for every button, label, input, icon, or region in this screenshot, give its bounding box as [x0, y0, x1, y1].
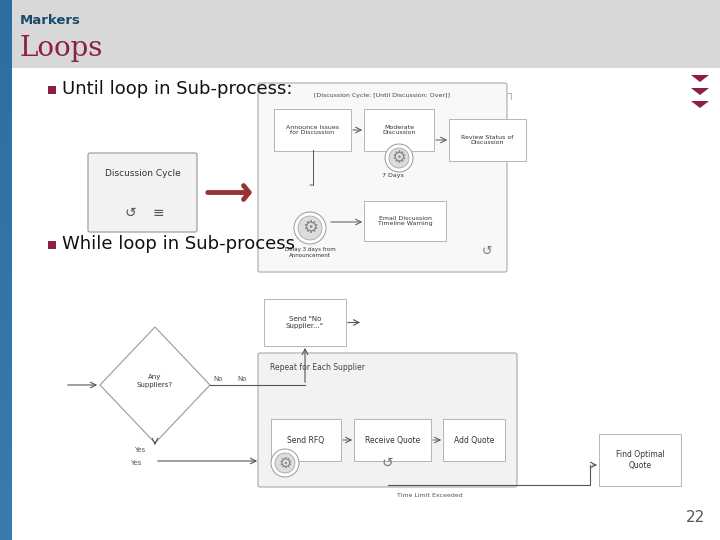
Text: 22: 22: [685, 510, 705, 525]
Text: Any
Suppliers?: Any Suppliers?: [137, 375, 173, 388]
FancyBboxPatch shape: [274, 109, 351, 151]
Bar: [0, 94, 12, 108]
Bar: [0, 148, 12, 162]
Text: Markers: Markers: [20, 14, 81, 27]
Text: Find Optimal
Quote: Find Optimal Quote: [616, 450, 665, 470]
Polygon shape: [691, 101, 709, 108]
Bar: [0, 459, 12, 472]
FancyBboxPatch shape: [88, 153, 197, 232]
Text: [Discussion Cycle: [Until Discussion: Over]]: [Discussion Cycle: [Until Discussion: Ov…: [315, 93, 451, 98]
Text: 7 Days: 7 Days: [382, 173, 404, 178]
Polygon shape: [691, 75, 709, 82]
FancyBboxPatch shape: [443, 419, 505, 461]
Bar: [0, 418, 12, 432]
Bar: [0, 500, 12, 513]
Bar: [0, 230, 12, 243]
Bar: [0, 432, 12, 445]
Text: ┐: ┐: [507, 90, 514, 100]
Text: Email Discussion
Timeline Warning: Email Discussion Timeline Warning: [378, 215, 432, 226]
Bar: [0, 472, 12, 486]
Bar: [0, 54, 12, 68]
Bar: [0, 108, 12, 122]
Bar: [0, 284, 12, 297]
FancyBboxPatch shape: [449, 119, 526, 161]
Bar: [0, 14, 12, 27]
Bar: [0, 122, 12, 135]
FancyBboxPatch shape: [364, 109, 434, 151]
Text: ↺: ↺: [482, 245, 492, 258]
Text: ≡: ≡: [153, 206, 164, 220]
Bar: [0, 40, 12, 54]
Bar: [48, 86, 56, 94]
Circle shape: [294, 212, 326, 244]
Bar: [0, 324, 12, 338]
Bar: [0, 256, 12, 270]
Text: Repeat for Each Supplier: Repeat for Each Supplier: [270, 363, 365, 372]
FancyBboxPatch shape: [258, 83, 507, 272]
Circle shape: [385, 144, 413, 172]
Bar: [0, 270, 12, 284]
Bar: [0, 526, 12, 540]
Text: ⚙: ⚙: [392, 149, 406, 167]
Bar: [0, 513, 12, 526]
Bar: [0, 202, 12, 216]
Text: Send RFQ: Send RFQ: [287, 435, 325, 444]
Bar: [0, 405, 12, 418]
Circle shape: [271, 449, 299, 477]
Bar: [0, 297, 12, 310]
Bar: [0, 27, 12, 40]
Text: While loop in Sub-process: While loop in Sub-process: [62, 235, 295, 253]
Text: Receive Quote: Receive Quote: [365, 435, 420, 444]
Bar: [0, 351, 12, 364]
Text: ⚙: ⚙: [278, 456, 292, 470]
Bar: [0, 446, 12, 459]
Bar: [0, 0, 720, 68]
FancyBboxPatch shape: [354, 419, 431, 461]
FancyBboxPatch shape: [364, 201, 446, 241]
Circle shape: [389, 148, 409, 168]
Text: Delay 3 days from
Announcement: Delay 3 days from Announcement: [284, 247, 336, 258]
Circle shape: [275, 453, 295, 473]
Bar: [0, 0, 12, 14]
FancyBboxPatch shape: [258, 353, 517, 487]
Text: Yes: Yes: [134, 447, 145, 453]
Bar: [0, 486, 12, 500]
FancyBboxPatch shape: [271, 419, 341, 461]
Text: Until loop in Sub-process:: Until loop in Sub-process:: [62, 80, 292, 98]
Text: Add Quote: Add Quote: [454, 435, 494, 444]
Bar: [0, 364, 12, 378]
Text: Review Status of
Discussion: Review Status of Discussion: [462, 134, 513, 145]
Bar: [0, 176, 12, 189]
Bar: [0, 81, 12, 94]
Text: No: No: [213, 376, 222, 382]
Bar: [0, 68, 12, 81]
Bar: [0, 189, 12, 202]
Bar: [0, 338, 12, 351]
Text: ↺: ↺: [125, 206, 136, 220]
FancyBboxPatch shape: [264, 299, 346, 346]
Text: Time Limit Exceeded: Time Limit Exceeded: [397, 493, 463, 498]
Circle shape: [298, 216, 322, 240]
FancyBboxPatch shape: [599, 434, 681, 486]
Text: ↺: ↺: [382, 456, 393, 470]
Bar: [0, 378, 12, 392]
Text: Discussion Cycle: Discussion Cycle: [104, 168, 181, 178]
Text: No: No: [237, 376, 246, 382]
Text: Announce Issues
for Discussion: Announce Issues for Discussion: [286, 125, 339, 136]
Text: Moderate
Discussion: Moderate Discussion: [382, 125, 415, 136]
Bar: [0, 216, 12, 229]
Text: ⚙: ⚙: [302, 219, 318, 237]
Text: Yes: Yes: [130, 460, 141, 466]
Bar: [48, 241, 56, 249]
Bar: [0, 243, 12, 256]
Bar: [0, 392, 12, 405]
Text: Send "No
Supplier...": Send "No Supplier...": [286, 316, 324, 329]
Bar: [0, 310, 12, 324]
Bar: [0, 162, 12, 176]
Polygon shape: [691, 88, 709, 95]
Text: Loops: Loops: [19, 35, 103, 62]
Bar: [0, 135, 12, 148]
Polygon shape: [100, 327, 210, 443]
